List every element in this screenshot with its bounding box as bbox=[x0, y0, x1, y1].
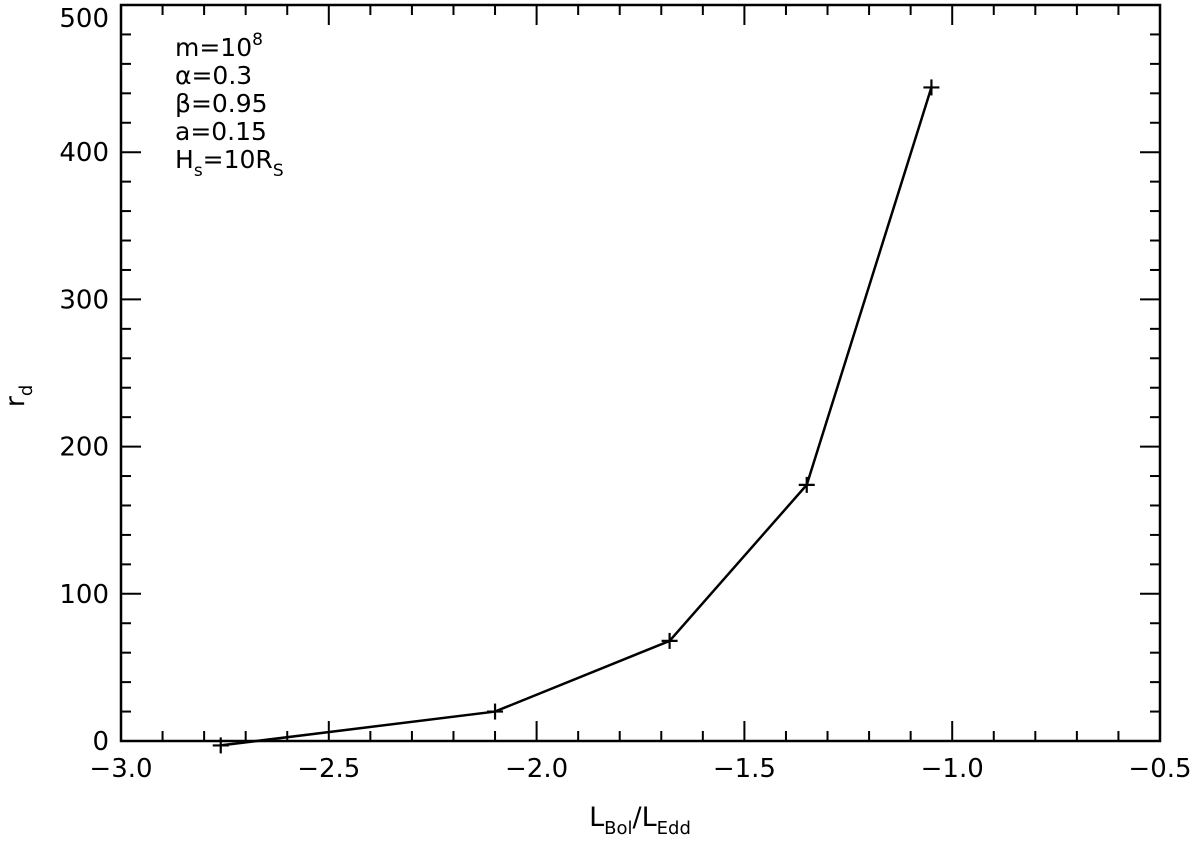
x-tick-label: −2.0 bbox=[505, 754, 568, 784]
annotation-beta: β=0.95 bbox=[175, 89, 268, 118]
series-layer bbox=[212, 79, 940, 754]
annotation-alpha: α=0.3 bbox=[175, 61, 252, 90]
axis-ticks bbox=[120, 4, 1161, 742]
data-point-marker bbox=[661, 632, 678, 649]
x-tick-label: −1.0 bbox=[921, 754, 984, 784]
y-tick-labels: 0 100 200 300 400 500 bbox=[59, 4, 109, 757]
y-axis-title: rd bbox=[0, 385, 37, 408]
x-tick-label: −1.5 bbox=[713, 754, 776, 784]
annotation-height: Hs=10RS bbox=[175, 145, 284, 181]
annotation-mass: m=108 bbox=[175, 30, 263, 62]
y-tick-label: 300 bbox=[59, 285, 109, 315]
parameter-annotations: m=108 α=0.3 β=0.95 a=0.15 Hs=10RS bbox=[175, 30, 284, 181]
x-tick-labels: −3.0 −2.5 −2.0 −1.5 −1.0 −0.5 bbox=[89, 754, 1191, 784]
data-point-marker bbox=[923, 79, 940, 96]
x-axis-title: LBol/LEdd bbox=[589, 802, 691, 839]
x-tick-label: −2.5 bbox=[297, 754, 360, 784]
data-point-marker bbox=[487, 703, 504, 720]
y-tick-label: 100 bbox=[59, 580, 109, 610]
plot-frame bbox=[119, 3, 1162, 743]
x-tick-label: −0.5 bbox=[1128, 754, 1191, 784]
data-point-marker bbox=[798, 476, 815, 493]
x-tick-label: −3.0 bbox=[89, 754, 152, 784]
y-tick-label: 500 bbox=[59, 4, 109, 34]
series-line bbox=[220, 87, 933, 747]
y-tick-label: 400 bbox=[59, 138, 109, 168]
annotation-spin: a=0.15 bbox=[175, 117, 267, 146]
y-tick-label: 0 bbox=[92, 727, 109, 757]
y-tick-label: 200 bbox=[59, 433, 109, 463]
